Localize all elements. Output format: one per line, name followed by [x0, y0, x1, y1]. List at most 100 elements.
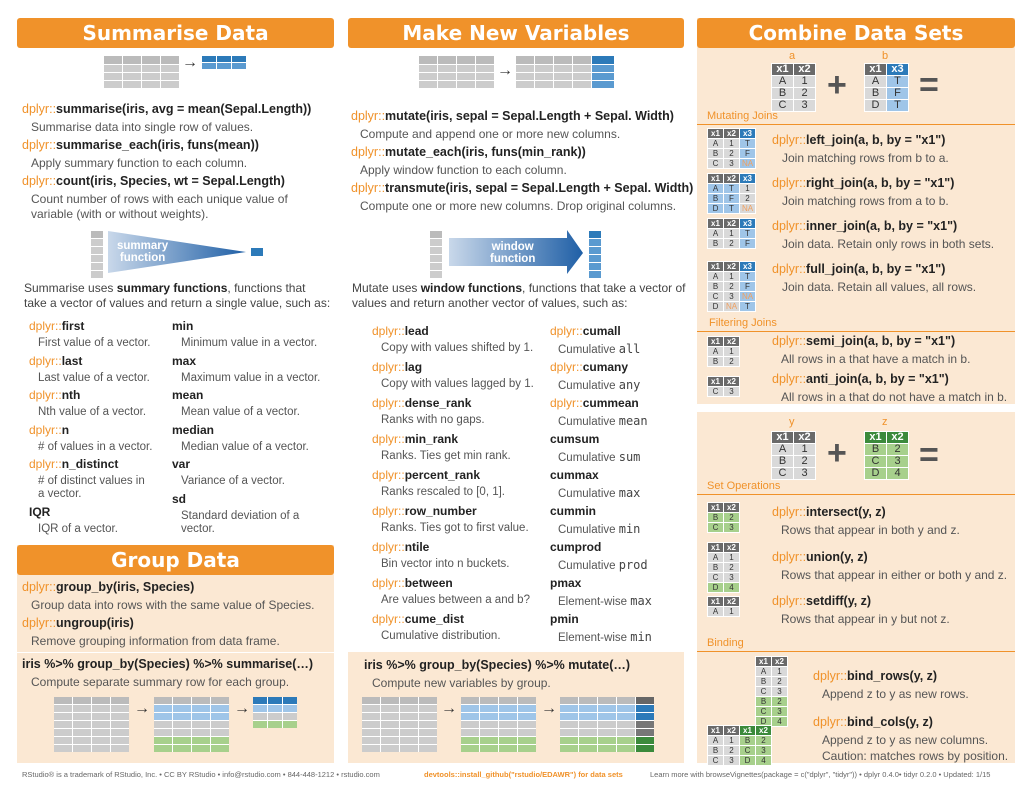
window-fn-label: pmax — [550, 576, 582, 590]
fn-mutate: dplyr::mutate(iris, sepal = Sepal.Length… — [351, 109, 674, 123]
table-cell: C — [707, 522, 724, 533]
table-cell: 2 — [723, 512, 740, 523]
table-cell — [560, 713, 578, 720]
table-cell — [92, 705, 110, 712]
table-cell — [268, 721, 282, 728]
table-cell: x1 — [739, 725, 756, 736]
summary-fn-prefix: dplyr:: — [29, 388, 62, 402]
summary-fn-name: dplyr::n_distinct — [29, 457, 118, 471]
table-cell — [111, 713, 129, 720]
table-cell — [192, 745, 210, 752]
table-cell — [400, 705, 418, 712]
window-fn-desc-code: prod — [618, 558, 648, 572]
table-cell: NA — [739, 203, 756, 214]
fn-summarise-each-desc: Apply summary function to each column. — [31, 156, 248, 170]
table-cell: 3 — [771, 706, 788, 717]
window-fn-name: dplyr::cumany — [550, 360, 628, 374]
setops-rule — [697, 494, 1015, 495]
table-cell: F — [739, 238, 756, 249]
table-cell — [560, 705, 578, 712]
table-cell: A — [707, 735, 724, 746]
fn-intersect: dplyr::intersect(y, z) — [772, 505, 886, 519]
table-cell: x1 — [707, 173, 724, 184]
table-cell — [154, 721, 172, 728]
table-cell — [283, 721, 297, 728]
window-fn-label: cumsum — [550, 432, 600, 446]
table-cell: F — [723, 193, 740, 204]
fn-ungroup-desc: Remove grouping information from data fr… — [31, 634, 280, 648]
window-fn-desc: Cumulative prod — [558, 558, 648, 572]
window-fn-desc-code: any — [618, 378, 641, 392]
summary-fn-label: n_distinct — [61, 457, 119, 471]
summary-fn-name: dplyr::first — [29, 319, 84, 333]
table-cell: D — [707, 582, 724, 593]
table-cell — [362, 721, 380, 728]
table-cell: x1 — [707, 542, 724, 553]
table-cell — [579, 697, 597, 704]
summarise-output-table — [202, 56, 246, 69]
table-cell — [636, 737, 654, 744]
table-cell — [173, 737, 191, 744]
table-cell — [173, 729, 191, 736]
table-cell — [518, 705, 536, 712]
table-cell — [598, 745, 616, 752]
table-cell — [268, 713, 282, 720]
table-cell — [636, 745, 654, 752]
summary-fn-label: n — [61, 422, 70, 437]
table-cell: 3 — [755, 745, 772, 756]
bind-cols-table: x1 x2 x1 x2 A 1 B 2 B 2 C 3 C 3 D 4 — [707, 725, 772, 766]
table-cell: 1 — [723, 606, 740, 617]
window-fn-desc: Cumulative any — [558, 378, 640, 392]
combine-banner: Combine Data Sets — [697, 18, 1015, 48]
table-cell — [518, 729, 536, 736]
table-cell: x1 — [755, 656, 772, 667]
table-cell: A — [707, 228, 724, 239]
table-cell — [636, 705, 654, 712]
mutate-input-table — [419, 56, 494, 88]
table-cell: x2 — [723, 128, 740, 139]
window-fn-desc-text: Element-wise — [558, 632, 631, 644]
table-cell — [111, 745, 129, 752]
fn-intersect-desc: Rows that appear in both y and z. — [781, 523, 960, 537]
table-cell — [111, 737, 129, 744]
table-cell: x2 — [723, 596, 740, 607]
fn-summarise-desc: Summarise data into single row of values… — [31, 120, 254, 134]
fn-mutate-each-desc: Apply window function to each column. — [360, 163, 567, 177]
table-cell: A — [707, 183, 724, 194]
table-cell: D — [739, 755, 756, 766]
table-cell — [480, 721, 498, 728]
table-cell — [381, 697, 399, 704]
table-cell — [480, 705, 498, 712]
summary-fn-desc: vector. — [181, 522, 215, 535]
table-cell: x1 — [707, 596, 724, 607]
window-fn-desc: Cumulative mean — [558, 414, 648, 428]
window-fn-prefix: dplyr:: — [372, 324, 405, 338]
table-cell — [268, 697, 282, 704]
summary-function-label: summary function — [117, 240, 169, 264]
table-cell — [480, 729, 498, 736]
table-cell — [73, 713, 91, 720]
summary-fn-label: last — [61, 353, 83, 368]
table-cell — [253, 713, 267, 720]
window-fn-name: dplyr::percent_rank — [372, 468, 480, 482]
label-b: b — [882, 50, 889, 62]
table-cell — [173, 745, 191, 752]
group-divider — [17, 652, 334, 653]
table-cell: A — [755, 666, 772, 677]
union-table: x1 x2 A 1 B 2 C 3 D 4 — [707, 542, 740, 593]
anti-join-table: x1 x2 C 3 — [707, 376, 740, 397]
group-summary-table — [253, 697, 297, 728]
table-cell — [111, 697, 129, 704]
table-cell — [518, 713, 536, 720]
fn-setdiff-desc: Rows that appear in y but not z. — [781, 612, 950, 626]
fn-union: dplyr::union(y, z) — [772, 550, 868, 564]
table-cell: 1 — [771, 666, 788, 677]
table-cell: T — [739, 228, 756, 239]
window-fn-prefix: dplyr:: — [372, 540, 405, 554]
table-cell — [111, 705, 129, 712]
window-fn-desc-text: Cumulative — [558, 524, 619, 536]
table-cell — [617, 697, 635, 704]
table-cell — [211, 729, 229, 736]
window-fn-prefix: dplyr:: — [550, 396, 583, 410]
